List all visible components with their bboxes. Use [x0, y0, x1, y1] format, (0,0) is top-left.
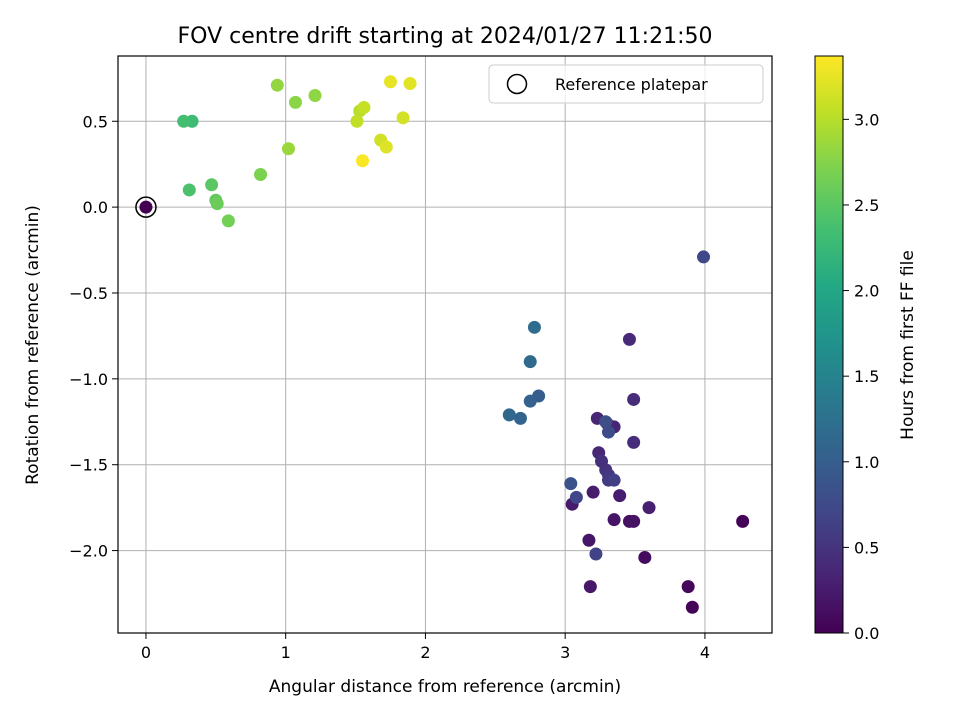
data-point — [599, 415, 613, 429]
data-point — [685, 600, 699, 614]
data-point — [569, 490, 583, 504]
data-point — [736, 514, 750, 528]
data-point — [357, 101, 371, 115]
data-point — [627, 514, 641, 528]
data-point — [607, 513, 621, 527]
y-axis-ticks: −2.0 −1.5 −1.0 −0.5 0.0 0.5 — [69, 112, 118, 561]
colorbar-tick-label: 1.0 — [854, 453, 879, 472]
data-point — [681, 580, 695, 594]
plot-frame — [117, 55, 773, 634]
data-point — [350, 114, 364, 128]
colorbar-label: Hours from first FF file — [898, 250, 918, 440]
y-tick-label: 0.5 — [83, 112, 108, 131]
data-point — [622, 332, 636, 346]
data-point — [564, 477, 578, 491]
data-point — [182, 183, 196, 197]
legend-label: Reference platepar — [555, 75, 708, 94]
data-point — [697, 250, 711, 264]
colorbar-tick-label: 0.5 — [854, 538, 879, 557]
data-point — [502, 408, 516, 422]
data-point — [270, 78, 284, 92]
colorbar-tick-label: 3.0 — [854, 110, 879, 129]
data-point — [607, 473, 621, 487]
x-tick-label: 2 — [420, 643, 430, 662]
y-tick-label: −2.0 — [69, 542, 108, 561]
data-point — [308, 88, 322, 102]
x-axis-ticks: 0 1 2 3 4 — [141, 633, 710, 662]
data-point — [602, 425, 615, 439]
colorbar-tick-label: 2.0 — [854, 282, 879, 301]
x-tick-label: 3 — [560, 643, 570, 662]
chart-title: FOV centre drift starting at 2024/01/27 … — [178, 24, 713, 49]
colorbar-frame — [814, 55, 844, 634]
y-tick-label: −1.0 — [69, 370, 108, 389]
data-point — [523, 355, 537, 369]
data-point — [613, 489, 627, 503]
y-axis-label: Rotation from reference (arcmin) — [23, 205, 43, 485]
colorbar-ticks: 0.0 0.5 1.0 1.5 2.0 2.5 3.0 — [843, 110, 879, 643]
data-point — [254, 167, 268, 181]
grid — [118, 56, 772, 633]
data-point — [205, 178, 219, 192]
data-point — [396, 111, 410, 125]
data-point — [589, 547, 603, 561]
x-tick-label: 0 — [141, 643, 151, 662]
colorbar-tick-label: 1.5 — [854, 367, 879, 386]
data-point — [627, 435, 641, 449]
data-point — [513, 411, 527, 425]
colorbar-tick-label: 0.0 — [854, 624, 879, 643]
data-point — [384, 75, 397, 89]
reference-platepar-marker — [135, 196, 157, 218]
data-point — [281, 142, 295, 156]
y-tick-label: 0.0 — [83, 198, 108, 217]
y-tick-label: −0.5 — [69, 284, 108, 303]
data-point — [523, 394, 537, 408]
data-point — [642, 501, 656, 515]
x-tick-label: 1 — [281, 643, 291, 662]
x-tick-label: 4 — [700, 643, 710, 662]
data-point — [527, 320, 541, 334]
y-tick-label: −1.5 — [69, 456, 108, 475]
data-point — [627, 392, 641, 406]
data-point — [379, 140, 393, 154]
data-point — [177, 114, 191, 128]
legend-box — [488, 64, 764, 104]
data-point — [582, 533, 596, 547]
data-point — [403, 76, 417, 90]
data-point — [586, 485, 600, 499]
x-axis-label: Angular distance from reference (arcmin) — [269, 677, 621, 697]
legend: Reference platepar — [488, 64, 764, 104]
data-point — [356, 154, 370, 168]
data-point — [638, 550, 652, 564]
data-point — [583, 580, 597, 594]
legend-marker-icon — [506, 73, 528, 95]
data-point — [210, 197, 224, 211]
colorbar-tick-label: 2.5 — [854, 196, 879, 215]
data-point — [288, 95, 302, 109]
data-points — [135, 75, 750, 614]
data-point — [139, 200, 153, 214]
data-point — [221, 214, 235, 228]
colorbar — [815, 56, 843, 633]
